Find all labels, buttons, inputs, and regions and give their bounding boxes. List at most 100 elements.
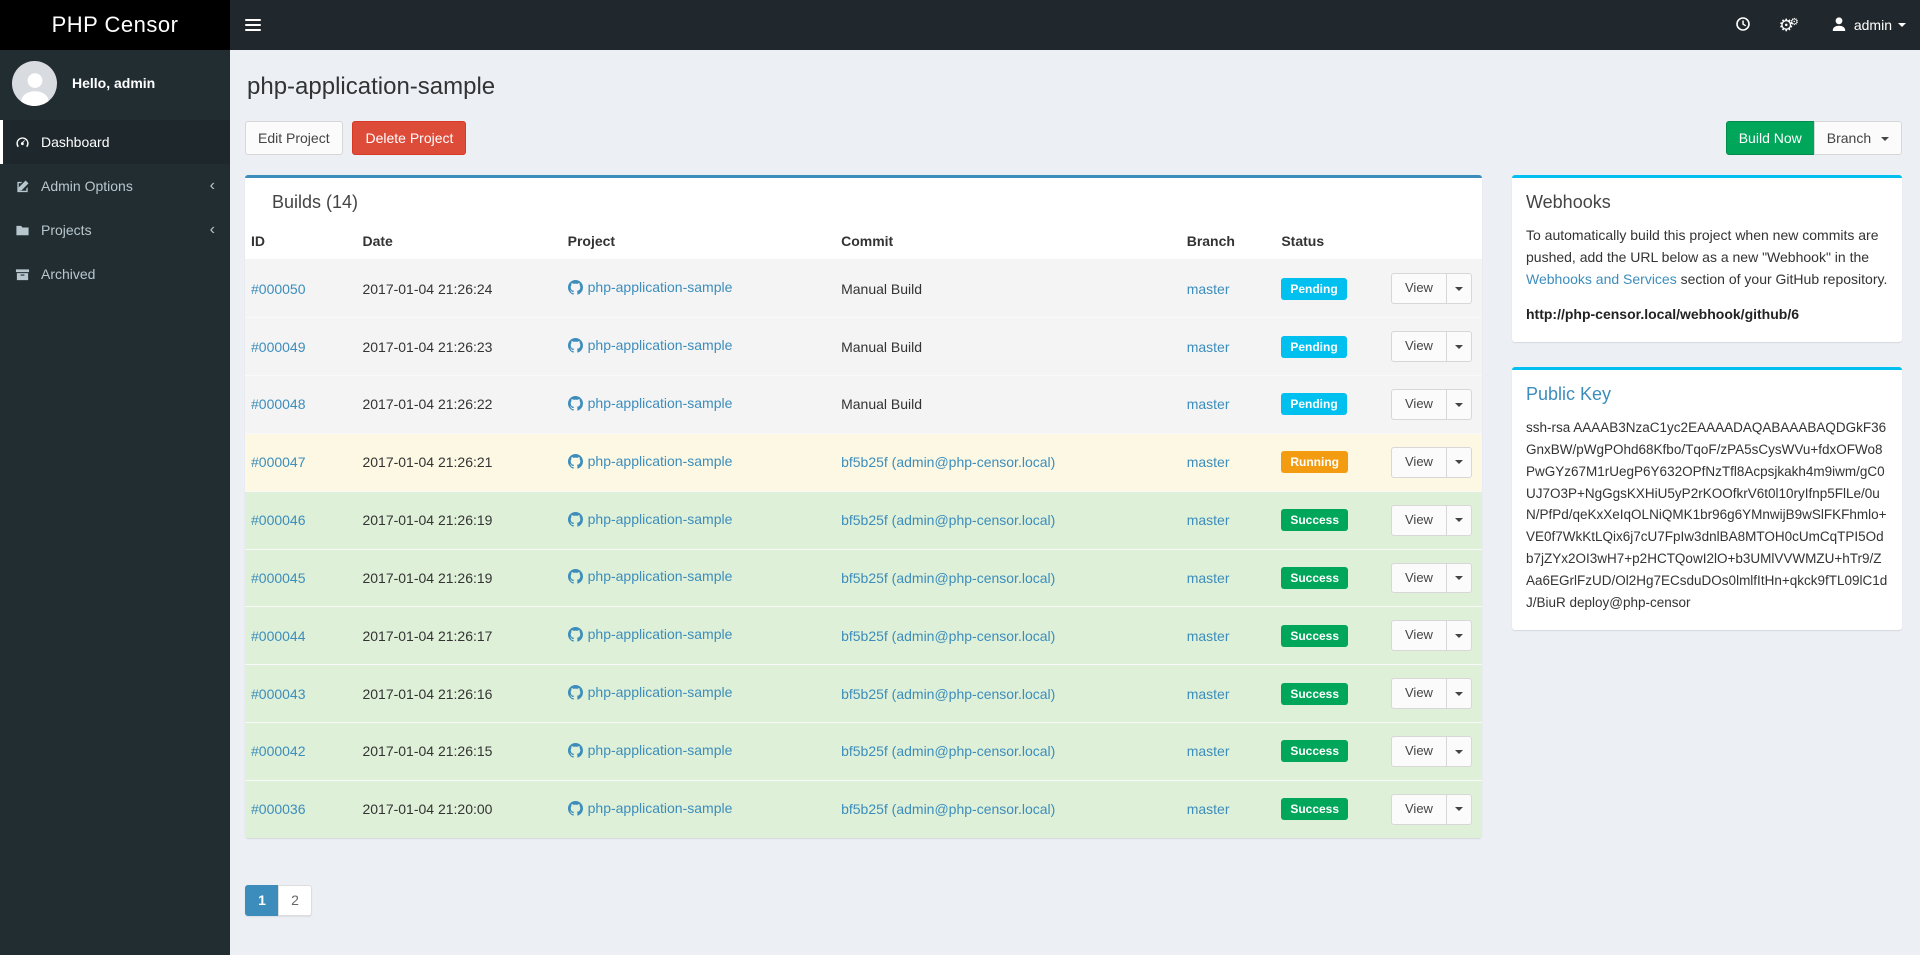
- edit-icon: [15, 179, 41, 194]
- view-build-button[interactable]: View: [1391, 620, 1447, 652]
- build-id-link[interactable]: #000044: [251, 627, 306, 644]
- branch-link[interactable]: master: [1186, 685, 1230, 702]
- webhooks-services-link[interactable]: Webhooks and Services: [1526, 270, 1677, 287]
- branch-link[interactable]: master: [1186, 396, 1230, 413]
- sidebar-item-archived[interactable]: Archived: [0, 252, 230, 296]
- user-menu-dropdown[interactable]: admin: [1817, 0, 1920, 50]
- view-build-dropdown-toggle[interactable]: [1445, 331, 1472, 362]
- pagination-page-1[interactable]: 1: [245, 884, 279, 916]
- build-date: 2017-01-04 21:26:16: [352, 664, 558, 723]
- view-build-button[interactable]: View: [1391, 273, 1447, 305]
- status-badge: Success: [1281, 682, 1349, 705]
- delete-project-button[interactable]: Delete Project: [352, 121, 467, 156]
- branch-link[interactable]: master: [1186, 512, 1230, 529]
- project-link[interactable]: php-application-sample: [567, 453, 732, 469]
- settings-nav-button[interactable]: ⚙⚙: [1765, 0, 1817, 50]
- webhook-url: http://php-censor.local/webhook/github/6: [1526, 306, 1799, 323]
- branch-dropdown-button[interactable]: Branch: [1813, 121, 1902, 156]
- brand-logo[interactable]: PHP Censor: [0, 0, 230, 50]
- status-badge: Success: [1281, 798, 1349, 821]
- view-build-dropdown-toggle[interactable]: [1445, 793, 1472, 825]
- project-link[interactable]: php-application-sample: [567, 511, 732, 527]
- build-id-link[interactable]: #000049: [251, 338, 306, 355]
- project-link[interactable]: php-application-sample: [567, 742, 732, 758]
- cogs-icon: ⚙⚙: [1778, 15, 1799, 35]
- view-build-button[interactable]: View: [1391, 331, 1447, 362]
- view-build-dropdown-toggle[interactable]: [1445, 736, 1472, 767]
- view-build-dropdown-toggle[interactable]: [1445, 388, 1472, 420]
- public-key-box-title: Public Key: [1526, 384, 1612, 405]
- build-id-link[interactable]: #000050: [251, 280, 306, 297]
- view-build-dropdown-toggle[interactable]: [1445, 446, 1472, 478]
- caret-down-icon: [1454, 286, 1463, 291]
- build-row: #000046 2017-01-04 21:26:19 php-applicat…: [245, 490, 1482, 550]
- status-badge: Pending: [1281, 393, 1347, 416]
- branch-link[interactable]: master: [1186, 743, 1230, 760]
- project-link[interactable]: php-application-sample: [567, 395, 732, 411]
- sidebar-item-dashboard[interactable]: Dashboard: [0, 120, 230, 164]
- commit-link[interactable]: bf5b25f (admin@php-censor.local): [841, 743, 1056, 760]
- commit-link[interactable]: bf5b25f (admin@php-censor.local): [841, 627, 1056, 644]
- branch-link[interactable]: master: [1186, 569, 1230, 586]
- commit-link[interactable]: bf5b25f (admin@php-censor.local): [841, 569, 1056, 586]
- commit-link[interactable]: bf5b25f (admin@php-censor.local): [841, 454, 1056, 471]
- view-build-dropdown-toggle[interactable]: [1445, 562, 1472, 594]
- caret-down-icon: [1454, 518, 1463, 523]
- commit-link[interactable]: bf5b25f (admin@php-censor.local): [841, 685, 1056, 702]
- sidebar-item-projects[interactable]: Projects ‹: [0, 208, 230, 252]
- view-build-button[interactable]: View: [1391, 678, 1447, 710]
- view-build-dropdown-toggle[interactable]: [1445, 273, 1472, 305]
- project-link[interactable]: php-application-sample: [567, 800, 732, 816]
- branch-dropdown-label: Branch: [1826, 130, 1872, 146]
- main-header: PHP Censor ⚙⚙ admin: [0, 0, 1920, 50]
- build-timeline-nav-button[interactable]: [1721, 0, 1765, 50]
- branch-link[interactable]: master: [1186, 338, 1230, 355]
- caret-down-icon: [1454, 402, 1463, 407]
- caret-down-icon: [1898, 23, 1906, 27]
- project-link[interactable]: php-application-sample: [567, 684, 732, 700]
- build-row: #000036 2017-01-04 21:20:00 php-applicat…: [245, 779, 1482, 838]
- view-build-dropdown-toggle[interactable]: [1445, 678, 1472, 710]
- commit-link[interactable]: bf5b25f (admin@php-censor.local): [841, 801, 1056, 818]
- branch-link[interactable]: master: [1186, 801, 1230, 818]
- column-header-branch: Branch: [1176, 223, 1272, 261]
- build-id-link[interactable]: #000043: [251, 685, 306, 702]
- sidebar-item-admin-options[interactable]: Admin Options ‹: [0, 164, 230, 208]
- view-build-button[interactable]: View: [1391, 562, 1447, 594]
- status-badge: Success: [1281, 566, 1349, 589]
- view-build-dropdown-toggle[interactable]: [1445, 504, 1472, 536]
- builds-table-header-row: ID Date Project Commit Branch Status: [245, 223, 1482, 261]
- build-row: #000048 2017-01-04 21:26:22 php-applicat…: [245, 374, 1482, 434]
- branch-link[interactable]: master: [1186, 454, 1230, 471]
- public-key-box: Public Key ssh-rsa AAAAB3NzaC1yc2EAAAADA…: [1512, 367, 1902, 630]
- build-now-button[interactable]: Build Now: [1725, 121, 1815, 156]
- sidebar-toggle-button[interactable]: [230, 0, 275, 50]
- view-build-button[interactable]: View: [1391, 793, 1447, 825]
- view-build-dropdown-toggle[interactable]: [1445, 620, 1472, 652]
- build-id-link[interactable]: #000036: [251, 801, 306, 818]
- project-link[interactable]: php-application-sample: [567, 337, 732, 353]
- build-id-link[interactable]: #000047: [251, 454, 306, 471]
- build-id-link[interactable]: #000048: [251, 396, 306, 413]
- build-date: 2017-01-04 21:26:17: [352, 606, 558, 665]
- caret-down-icon: [1881, 137, 1889, 142]
- view-build-button[interactable]: View: [1391, 736, 1447, 767]
- branch-link[interactable]: master: [1186, 627, 1230, 644]
- project-link[interactable]: php-application-sample: [567, 279, 732, 295]
- view-build-button[interactable]: View: [1391, 388, 1447, 420]
- build-id-link[interactable]: #000042: [251, 743, 306, 760]
- pagination-page-2[interactable]: 2: [278, 884, 312, 916]
- build-id-link[interactable]: #000045: [251, 569, 306, 586]
- build-id-link[interactable]: #000046: [251, 512, 306, 529]
- column-header-project: Project: [557, 223, 832, 261]
- build-row: #000043 2017-01-04 21:26:16 php-applicat…: [245, 664, 1482, 723]
- branch-link[interactable]: master: [1186, 280, 1230, 297]
- status-badge: Success: [1281, 740, 1349, 763]
- project-link[interactable]: php-application-sample: [567, 568, 732, 584]
- view-build-button[interactable]: View: [1391, 504, 1447, 536]
- commit-link[interactable]: bf5b25f (admin@php-censor.local): [841, 512, 1056, 529]
- project-link[interactable]: php-application-sample: [567, 626, 732, 642]
- edit-project-button[interactable]: Edit Project: [245, 121, 343, 156]
- view-build-button[interactable]: View: [1391, 446, 1447, 478]
- archive-icon: [15, 267, 41, 282]
